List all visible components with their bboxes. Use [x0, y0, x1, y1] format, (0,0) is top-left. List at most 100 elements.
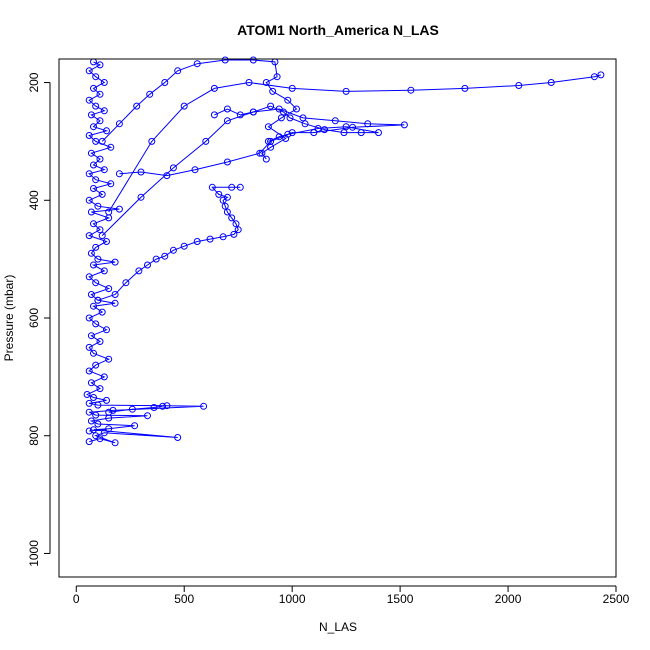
data-point — [267, 102, 275, 110]
data-point — [228, 214, 236, 222]
data-point — [105, 208, 113, 216]
data-point — [96, 61, 104, 69]
data-point — [85, 343, 93, 351]
data-point — [90, 161, 97, 169]
data-point — [461, 84, 469, 92]
data-point — [288, 84, 296, 92]
x-tick-label: 2000 — [495, 592, 522, 606]
data-point — [174, 67, 182, 75]
data-point — [100, 107, 108, 115]
data-point — [349, 123, 357, 131]
data-point — [98, 190, 106, 198]
data-point — [210, 111, 218, 119]
data-point — [202, 137, 210, 145]
x-tick-label: 0 — [73, 592, 80, 606]
data-point — [103, 127, 110, 135]
y-tick-label: 800 — [27, 425, 41, 445]
y-tick-label: 200 — [27, 72, 41, 92]
data-point — [273, 73, 281, 81]
data-point — [342, 87, 350, 95]
data-point — [103, 396, 110, 404]
x-tick-label: 500 — [174, 592, 194, 606]
data-point — [310, 129, 318, 137]
data-point — [87, 291, 95, 298]
data-point — [85, 367, 93, 375]
data-point — [321, 126, 328, 134]
data-point — [92, 432, 100, 440]
x-axis-label: N_LAS — [319, 620, 357, 634]
data-point — [100, 166, 108, 174]
data-point — [109, 406, 117, 414]
data-point — [163, 172, 171, 180]
data-point — [293, 105, 300, 113]
data-point — [105, 355, 113, 363]
data-point — [286, 114, 294, 122]
x-tick-label: 2500 — [603, 592, 630, 606]
data-point — [85, 196, 93, 204]
data-point — [169, 164, 177, 172]
data-point — [249, 56, 257, 64]
data-point — [87, 249, 95, 257]
data-point — [215, 190, 223, 198]
data-point — [223, 117, 231, 125]
data-point — [262, 155, 270, 163]
data-point — [375, 129, 382, 137]
data-point — [111, 299, 119, 307]
data-point — [90, 261, 97, 269]
data-point — [275, 133, 283, 141]
data-point — [180, 242, 188, 250]
data-point — [547, 79, 555, 86]
data-point — [193, 238, 201, 245]
data-point — [208, 183, 216, 191]
data-point — [111, 258, 119, 266]
data-point — [85, 132, 93, 139]
data-point — [200, 402, 208, 410]
data-point — [105, 285, 113, 293]
data-point — [221, 56, 229, 64]
data-point — [96, 90, 104, 98]
series-line-3 — [108, 74, 602, 213]
data-point — [96, 117, 104, 125]
data-point — [83, 391, 91, 398]
data-point — [111, 439, 119, 447]
data-point — [98, 232, 106, 240]
series-line-5 — [214, 105, 379, 142]
data-point — [264, 123, 272, 131]
data-point — [87, 149, 95, 157]
data-point — [85, 399, 93, 407]
data-point — [342, 123, 350, 131]
data-point — [236, 183, 244, 191]
data-point — [169, 246, 177, 254]
data-point — [364, 120, 372, 128]
data-point — [90, 302, 97, 310]
data-points — [83, 56, 605, 447]
data-point — [87, 332, 95, 340]
series-lines — [85, 59, 602, 444]
data-point — [100, 267, 108, 275]
data-point — [219, 233, 227, 241]
data-point — [98, 308, 106, 316]
data-point — [85, 170, 93, 178]
data-point — [92, 243, 100, 251]
data-point — [223, 208, 231, 216]
data-point — [96, 226, 104, 234]
data-point — [94, 296, 102, 304]
data-point — [256, 149, 264, 157]
data-point — [90, 426, 97, 434]
data-point — [92, 411, 100, 419]
data-point — [357, 129, 365, 137]
data-point — [100, 429, 108, 437]
x-tick-label: 1500 — [387, 592, 414, 606]
data-point — [98, 137, 106, 145]
data-point — [249, 108, 257, 116]
data-point — [94, 255, 102, 263]
data-point — [258, 149, 266, 157]
data-point — [245, 79, 253, 86]
data-point — [96, 155, 104, 163]
data-point — [236, 111, 244, 119]
data-point — [301, 120, 309, 128]
x-axis: 0 500 1000 1500 2000 2500 — [73, 585, 630, 606]
data-point — [85, 96, 93, 104]
data-point — [128, 405, 136, 413]
series-line-2 — [101, 108, 405, 236]
